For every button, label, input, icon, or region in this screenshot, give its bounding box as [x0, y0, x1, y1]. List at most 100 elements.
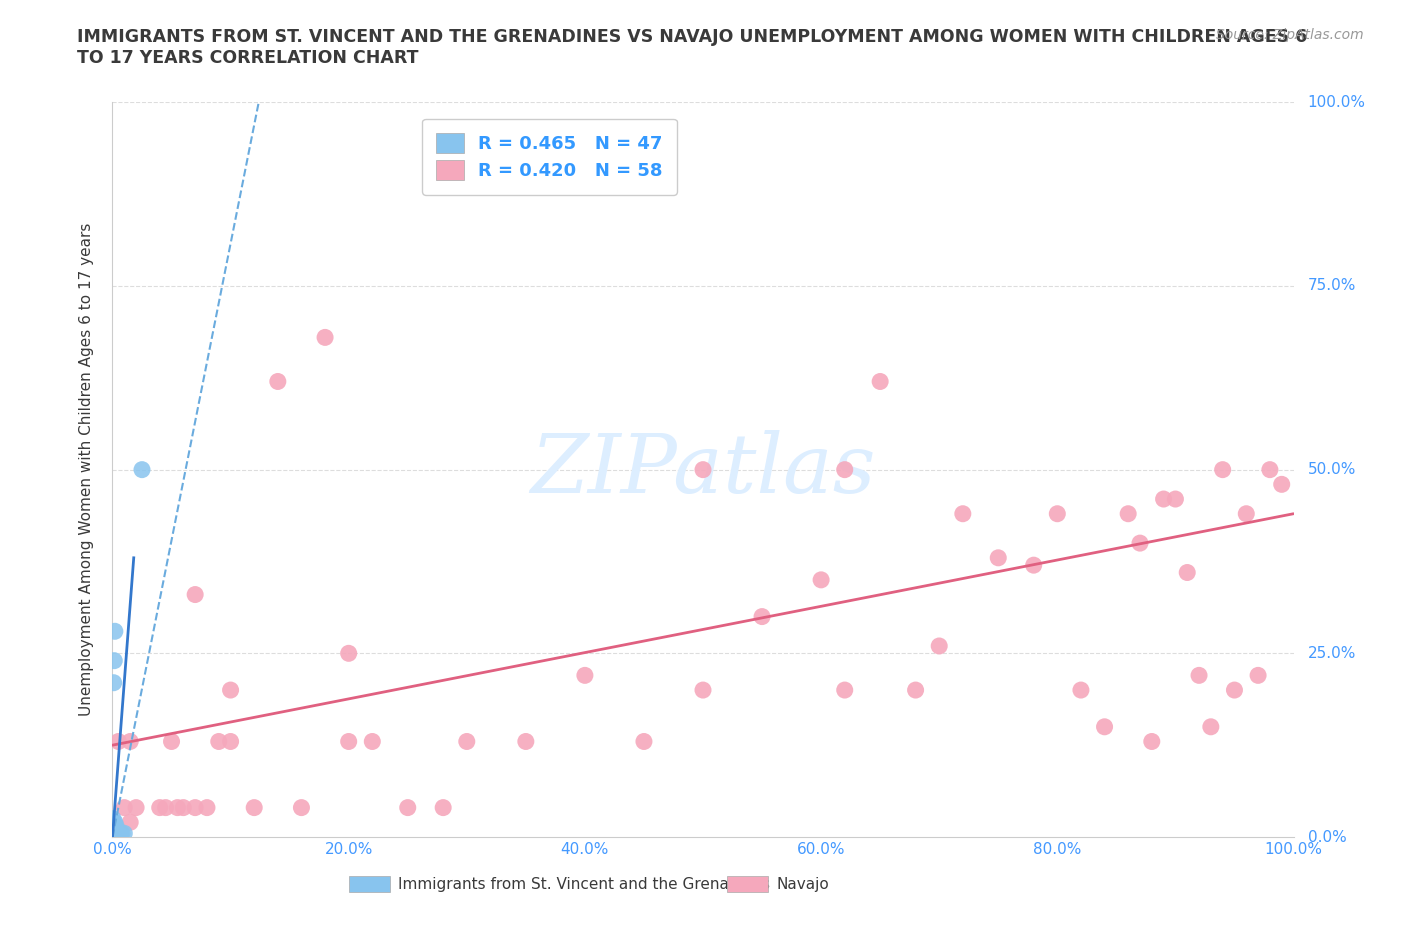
- Point: [101, 822, 124, 837]
- Point: [101, 826, 124, 841]
- Point: [633, 734, 655, 749]
- Point: [101, 826, 124, 841]
- Point: [107, 826, 129, 841]
- Point: [103, 826, 125, 841]
- Text: 75.0%: 75.0%: [1308, 278, 1355, 294]
- Text: Navajo: Navajo: [776, 876, 830, 892]
- Point: [105, 818, 128, 833]
- Point: [1199, 720, 1222, 735]
- Point: [103, 818, 125, 833]
- Point: [834, 462, 856, 477]
- Point: [110, 826, 132, 841]
- Point: [103, 822, 125, 837]
- Point: [120, 815, 142, 830]
- Point: [166, 800, 188, 815]
- Point: [104, 815, 127, 830]
- Point: [243, 800, 266, 815]
- Point: [1234, 506, 1257, 521]
- Point: [361, 734, 384, 749]
- Point: [1070, 683, 1092, 698]
- Point: [1212, 462, 1234, 477]
- Point: [810, 573, 832, 588]
- Point: [692, 462, 714, 477]
- Point: [1258, 462, 1281, 477]
- Point: [103, 653, 125, 668]
- Point: [1223, 683, 1246, 698]
- Point: [337, 646, 360, 661]
- Text: Immigrants from St. Vincent and the Grenadines: Immigrants from St. Vincent and the Gren…: [398, 876, 770, 892]
- Point: [574, 668, 596, 683]
- Point: [1188, 668, 1211, 683]
- Point: [103, 826, 125, 841]
- Point: [267, 374, 290, 389]
- Point: [314, 330, 336, 345]
- Point: [155, 800, 177, 815]
- Point: [172, 800, 194, 815]
- Y-axis label: Unemployment Among Women with Children Ages 6 to 17 years: Unemployment Among Women with Children A…: [79, 223, 94, 716]
- Point: [208, 734, 231, 749]
- Point: [101, 822, 124, 837]
- Point: [103, 822, 125, 837]
- Point: [101, 815, 124, 830]
- Point: [103, 818, 125, 833]
- Point: [131, 462, 153, 477]
- Point: [108, 826, 131, 841]
- Point: [125, 800, 148, 815]
- Point: [928, 639, 950, 654]
- Point: [1116, 506, 1139, 521]
- Point: [952, 506, 974, 521]
- Point: [107, 826, 129, 841]
- Point: [101, 826, 124, 841]
- Point: [904, 683, 927, 698]
- Point: [195, 800, 218, 815]
- Point: [1129, 536, 1152, 551]
- Text: 100.0%: 100.0%: [1308, 95, 1365, 110]
- Point: [103, 826, 125, 841]
- Text: 0.0%: 0.0%: [1308, 830, 1347, 844]
- Point: [1247, 668, 1270, 683]
- Point: [105, 822, 128, 837]
- Point: [337, 734, 360, 749]
- Point: [107, 734, 129, 749]
- Point: [219, 734, 242, 749]
- Point: [120, 734, 142, 749]
- Point: [396, 800, 419, 815]
- Legend: R = 0.465   N = 47, R = 0.420   N = 58: R = 0.465 N = 47, R = 0.420 N = 58: [422, 119, 676, 194]
- Point: [101, 815, 124, 830]
- Point: [104, 624, 127, 639]
- Point: [103, 826, 125, 841]
- Point: [105, 826, 128, 841]
- Point: [184, 587, 207, 602]
- Point: [1175, 565, 1198, 580]
- Point: [101, 811, 124, 826]
- Point: [160, 734, 183, 749]
- Point: [112, 826, 135, 841]
- Point: [101, 822, 124, 837]
- Point: [456, 734, 478, 749]
- Point: [103, 675, 125, 690]
- Point: [104, 826, 127, 841]
- Text: ZIPatlas: ZIPatlas: [530, 430, 876, 510]
- Point: [105, 826, 128, 841]
- Point: [1153, 492, 1175, 507]
- Text: Source: ZipAtlas.com: Source: ZipAtlas.com: [1216, 28, 1364, 42]
- Point: [101, 826, 124, 841]
- Point: [1164, 492, 1187, 507]
- Point: [1046, 506, 1069, 521]
- Point: [105, 826, 128, 841]
- Point: [1140, 734, 1163, 749]
- Point: [103, 818, 125, 833]
- FancyBboxPatch shape: [349, 876, 389, 892]
- Point: [751, 609, 773, 624]
- Point: [101, 822, 124, 837]
- Point: [987, 551, 1010, 565]
- Point: [103, 822, 125, 837]
- Point: [290, 800, 312, 815]
- Point: [101, 826, 124, 841]
- Point: [515, 734, 537, 749]
- Point: [834, 683, 856, 698]
- Point: [104, 826, 127, 841]
- FancyBboxPatch shape: [727, 876, 768, 892]
- Point: [105, 822, 128, 837]
- Point: [101, 815, 124, 830]
